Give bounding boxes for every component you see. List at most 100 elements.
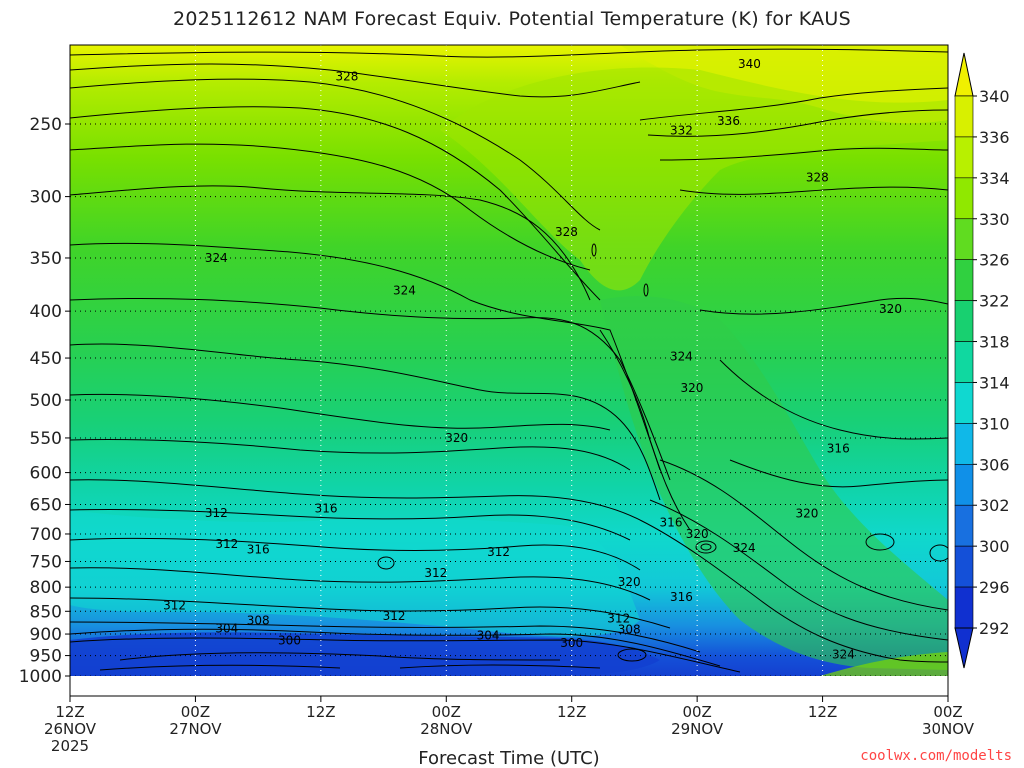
x-tick-label: 12Z [557, 703, 586, 721]
contour-label: 320 [879, 302, 902, 316]
contour-label: 316 [315, 502, 338, 516]
y-tick-label: 350 [30, 249, 62, 269]
colorbar-segment [954, 300, 974, 342]
x-tick-label: 29NOV [671, 720, 724, 738]
dry-slot-region [600, 296, 948, 670]
x-tick-label: 27NOV [169, 720, 222, 738]
contour-label: 304 [215, 622, 238, 636]
y-tick-label: 250 [30, 115, 62, 135]
contour-label: 340 [738, 57, 761, 71]
warm-tongue-region [440, 67, 948, 291]
colorbar-segment [954, 259, 974, 301]
y-tick-label: 950 [30, 647, 62, 667]
contour-label: 312 [487, 545, 510, 559]
contour-label: 312 [205, 506, 228, 520]
x-tick-label: 12Z [306, 703, 335, 721]
contour-label: 312 [383, 609, 406, 623]
contour-labels: 3403363323283283283243243243203203203163… [163, 57, 902, 662]
colorbar-top-arrow [954, 52, 974, 97]
x-tick-label: 30NOV [922, 720, 975, 738]
colorbar-segment [954, 341, 974, 383]
x-tick-label: 00Z [432, 703, 461, 721]
colorbar-segment [954, 586, 974, 629]
colorbar-segment [954, 423, 974, 465]
contour-label: 324 [733, 541, 756, 555]
colorbar-label: 326 [979, 251, 1010, 270]
x-tick-label: 00Z [933, 703, 962, 721]
contour-label: 332 [670, 123, 693, 137]
colorbar-segment [954, 95, 974, 138]
right-surface-warm-region [820, 652, 948, 676]
y-tick-label: 900 [30, 625, 62, 645]
contour-label: 312 [607, 611, 630, 625]
x-tick-label: 12Z [808, 703, 837, 721]
contour-label: 316 [670, 590, 693, 604]
y-tick-label: 550 [30, 429, 62, 449]
contour-label: 316 [660, 515, 683, 529]
colorbar-segment [954, 545, 974, 588]
contour-label: 320 [680, 381, 703, 395]
y-tick-label: 700 [30, 525, 62, 545]
colorbar-segment [954, 382, 974, 424]
y-axis-labels: 250 300 350 400 450 500 550 600 650 700 750 800 850 9… [19, 115, 70, 687]
contour-label: 320 [686, 527, 709, 541]
colorbar-label: 302 [979, 496, 1010, 515]
colorbar-segment [954, 136, 974, 179]
x-tick-label: 00Z [682, 703, 711, 721]
x-tick-label: 26NOV [44, 720, 97, 738]
contour-label: 328 [806, 171, 829, 185]
colorbar-label: 330 [979, 210, 1010, 229]
contour-label: 300 [278, 634, 301, 648]
y-tick-label: 400 [30, 302, 62, 322]
colorbar: 340 336 334 330 326 322 318 314 310 306 302 300 296 2… [954, 52, 1010, 669]
colorbar-label: 310 [979, 414, 1010, 433]
colorbar-segment [954, 464, 974, 506]
colorbar-segment [954, 504, 974, 547]
colorbar-label: 300 [979, 537, 1010, 556]
colorbar-label: 314 [979, 373, 1010, 392]
colorbar-label: 306 [979, 455, 1010, 474]
contour-label: 316 [247, 543, 270, 557]
y-tick-label: 500 [30, 391, 62, 411]
y-tick-label: 750 [30, 552, 62, 572]
x-tick-label: 28NOV [420, 720, 473, 738]
contour-label: 328 [555, 225, 578, 239]
colorbar-label: 296 [979, 578, 1010, 597]
y-tick-label: 650 [30, 495, 62, 515]
credit-text: coolwx.com/modelts [860, 748, 1012, 764]
contour-label: 328 [336, 70, 359, 84]
colorbar-label: 336 [979, 128, 1010, 147]
y-tick-label: 600 [30, 464, 62, 484]
colorbar-label: 318 [979, 333, 1010, 352]
contour-label: 320 [445, 431, 468, 445]
y-tick-label: 300 [30, 188, 62, 208]
y-tick-label: 450 [30, 349, 62, 369]
moist-layer-region [70, 510, 640, 637]
colorbar-label: 334 [979, 169, 1010, 188]
colorbar-segment [954, 177, 974, 220]
contour-label: 300 [560, 636, 583, 650]
colorbar-label: 292 [979, 619, 1010, 638]
contour-label: 316 [827, 442, 850, 456]
contour-label: 312 [424, 566, 447, 580]
contour-label: 336 [717, 114, 740, 128]
colorbar-bottom-arrow [954, 627, 974, 669]
contour-label: 320 [795, 507, 818, 521]
y-tick-label: 800 [30, 578, 62, 598]
plot-frame [69, 44, 949, 697]
contour-label: 308 [247, 614, 270, 628]
x-tick-label: 2025 [51, 737, 89, 755]
x-tick-label: 12Z [55, 703, 84, 721]
contour-label: 324 [393, 284, 416, 298]
grid-lines [70, 45, 948, 676]
x-axis-title: Forecast Time (UTC) [418, 748, 599, 768]
y-tick-label: 850 [30, 602, 62, 622]
terrain-bar [70, 676, 948, 696]
plot-area [70, 45, 948, 696]
contour-lines [70, 48, 948, 673]
contour-label: 324 [832, 648, 855, 662]
contour-label: 308 [618, 623, 641, 637]
contour-label: 320 [618, 575, 641, 589]
